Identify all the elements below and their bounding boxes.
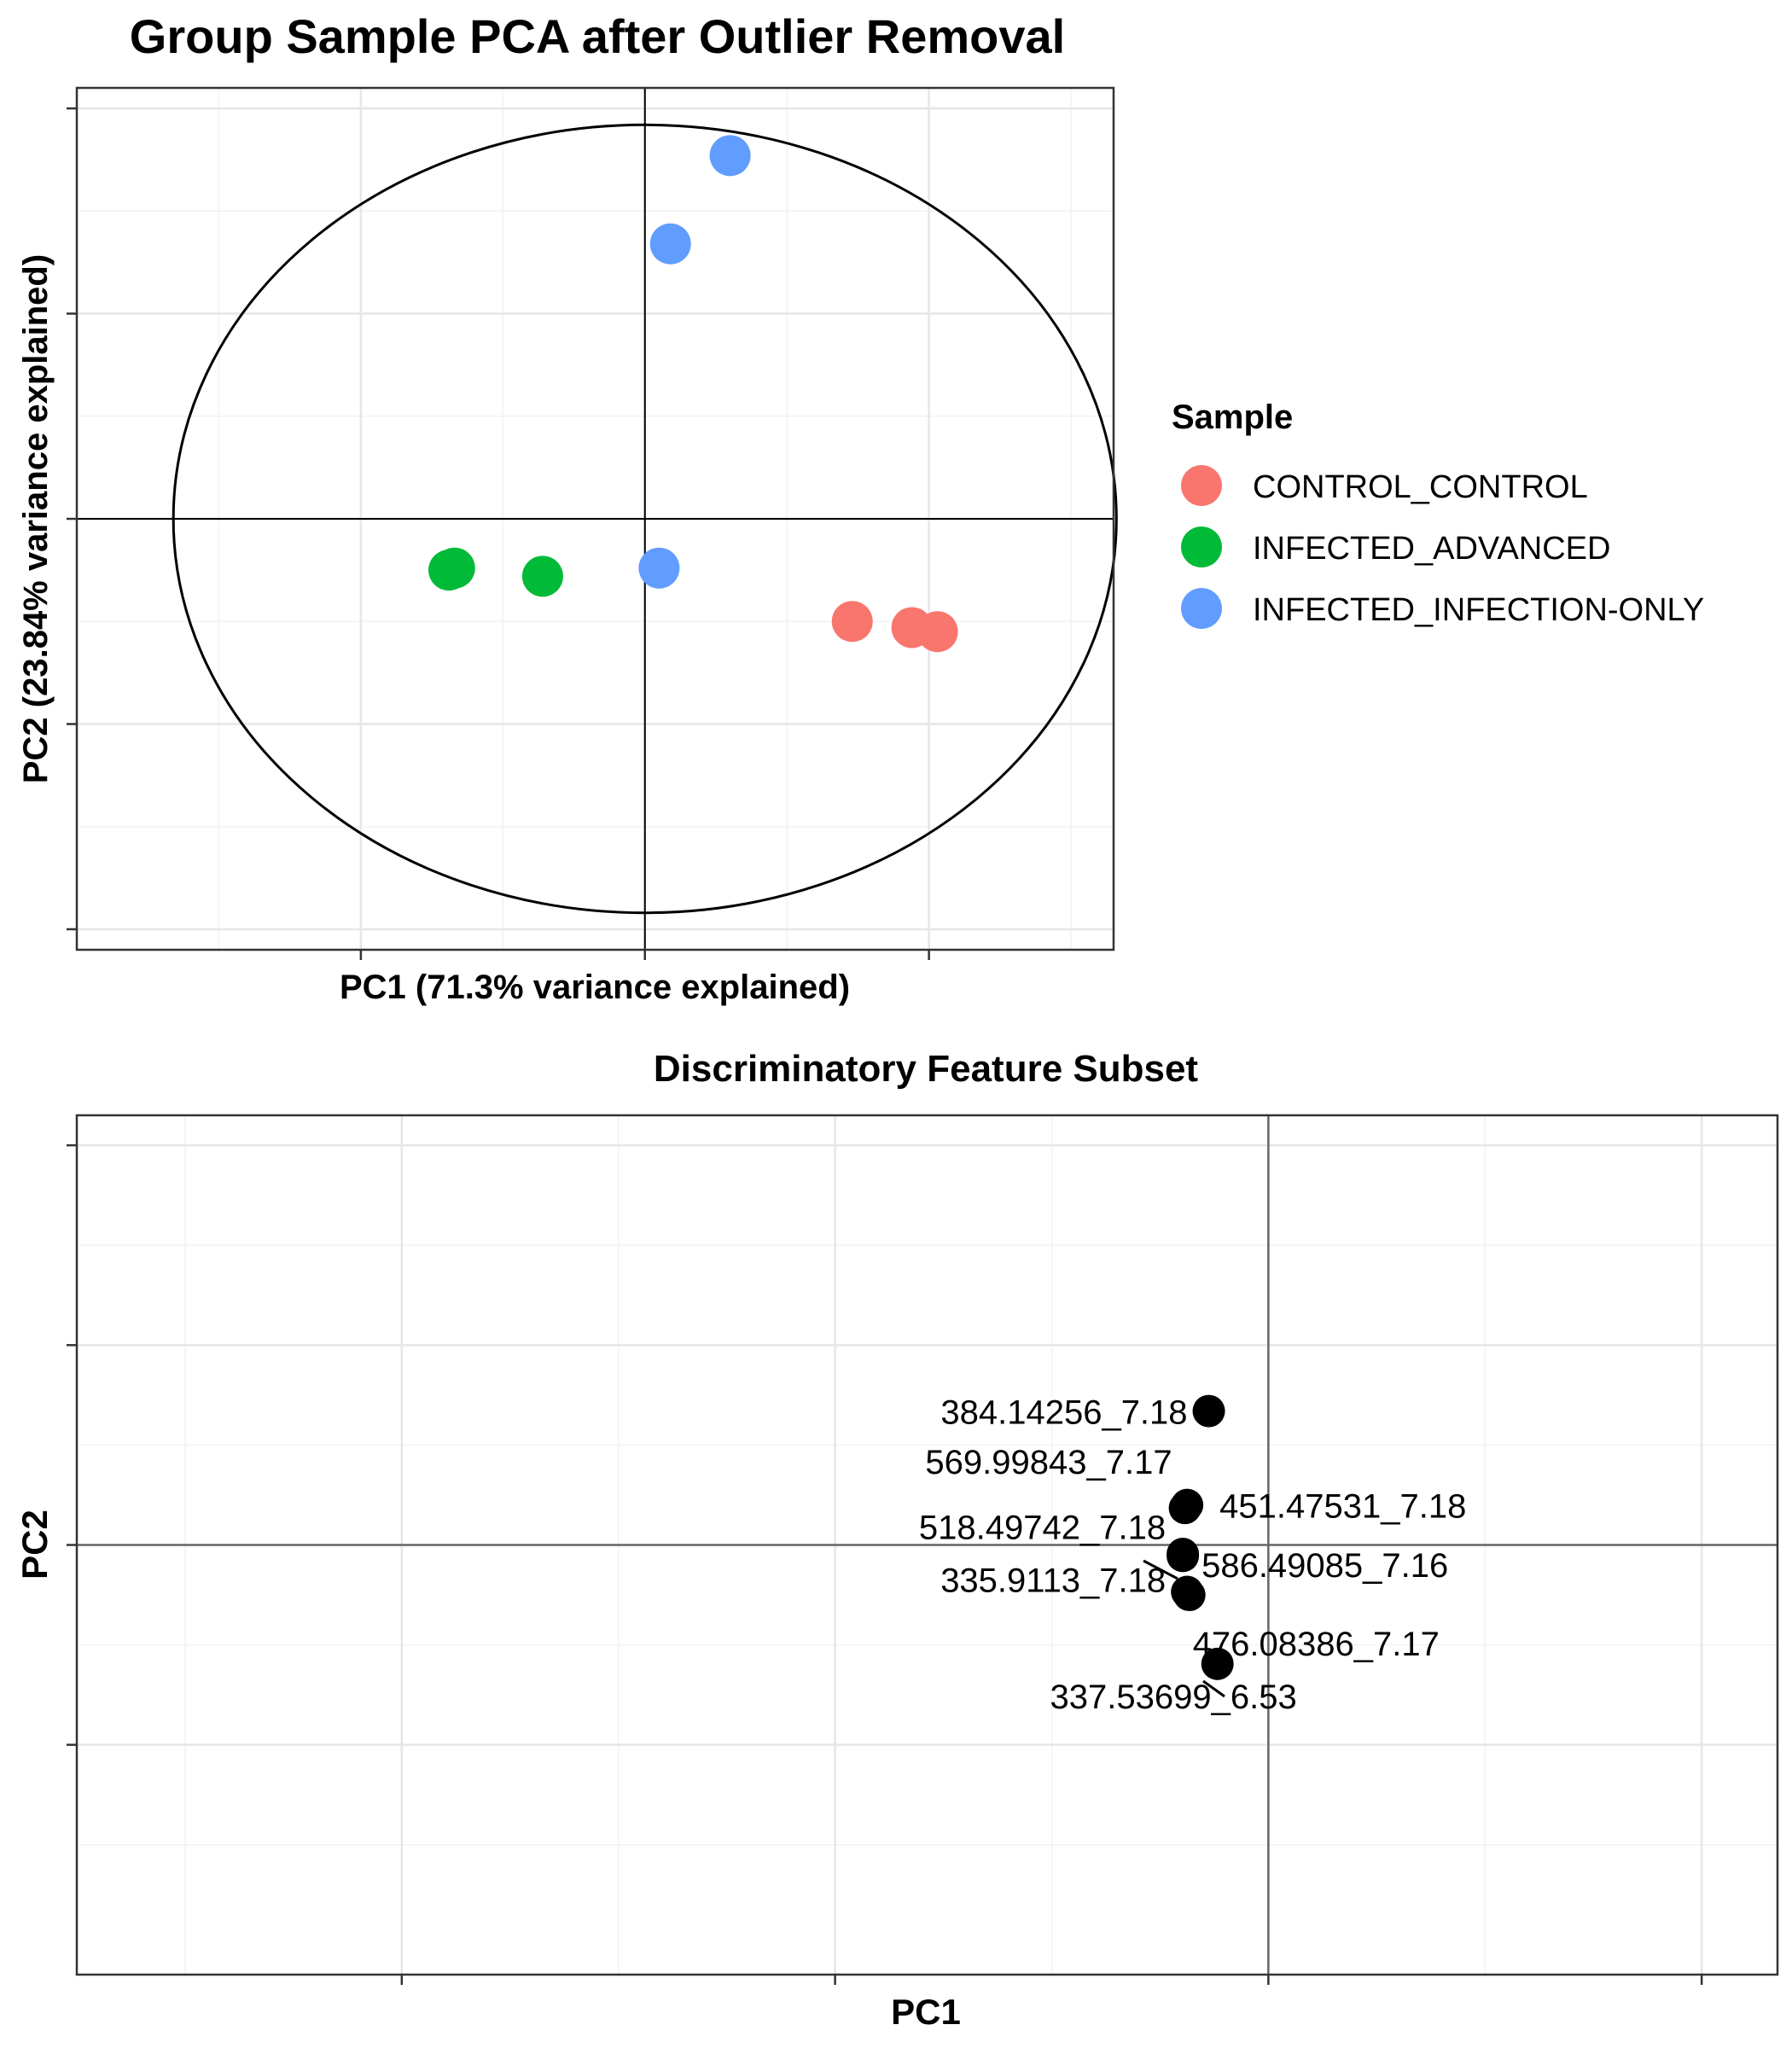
feature-label-518-49742-7-18: 518.49742_7.18 <box>919 1509 1166 1546</box>
legend-entry-infected-advanced: INFECTED_ADVANCED <box>1181 527 1610 567</box>
feature-point-569-99843-7-17 <box>1168 1492 1201 1525</box>
top-reference-lines <box>77 88 1114 950</box>
feature-label-451-47531-7-18: 451.47531_7.18 <box>1219 1488 1466 1526</box>
feature-label-476-08386-7-17: 476.08386_7.17 <box>1193 1626 1440 1663</box>
top-x-axis-label: PC1 (71.3% variance explained) <box>340 969 850 1006</box>
bottom-x-axis-label: PC1 <box>891 1992 961 2032</box>
bottom-axis-ticks <box>67 1143 1703 1985</box>
legend-key-infected-infection-only <box>1181 588 1222 629</box>
bottom-y-axis-label: PC2 <box>15 1510 55 1580</box>
leader-476-08386 <box>1202 1679 1225 1698</box>
feature-label-586-49085-7-16: 586.49085_7.16 <box>1201 1547 1448 1585</box>
leader-569-99843 <box>1143 1559 1178 1580</box>
point-infected-advanced <box>521 556 563 597</box>
point-infected-infection-only <box>649 223 691 265</box>
bottom-data-points <box>1167 1394 1234 1680</box>
feature-label-384-14256-7-18: 384.14256_7.18 <box>940 1394 1187 1432</box>
point-infected-infection-only <box>709 135 751 177</box>
pca-group-panel: Group Sample PCA after Outlier Removal P… <box>17 9 1704 1006</box>
legend-entry-infected-infection-only: INFECTED_INFECTION-ONLY <box>1181 588 1704 629</box>
bottom-point-labels: 384.14256_7.18 451.47531_7.18 569.99843_7.… <box>919 1394 1466 1716</box>
legend-label-control-control: CONTROL_CONTROL <box>1253 469 1588 505</box>
feature-subset-panel: Discriminatory Feature Subset 384.14256_… <box>15 1048 1779 2032</box>
bottom-label-leader-lines <box>1143 1559 1225 1698</box>
feature-label-337-53699-6-53: 337.53699_6.53 <box>1050 1679 1297 1716</box>
bottom-reference-lines <box>77 1115 1777 1975</box>
legend-title: Sample <box>1172 399 1293 436</box>
top-y-axis-label: PC2 (23.84% variance explained) <box>17 254 55 783</box>
legend-label-infected-infection-only: INFECTED_INFECTION-ONLY <box>1253 592 1704 628</box>
top-chart-title: Group Sample PCA after Outlier Removal <box>130 9 1065 63</box>
legend-entry-control-control: CONTROL_CONTROL <box>1181 465 1588 506</box>
top-axis-ticks <box>67 107 930 960</box>
feature-point-384-14256-7-18 <box>1192 1394 1225 1428</box>
legend-key-control-control <box>1181 465 1222 506</box>
feature-label-569-99843-7-17: 569.99843_7.17 <box>925 1444 1172 1481</box>
point-infected-advanced <box>433 547 475 589</box>
feature-label-335-9113-7-18: 335.9113_7.18 <box>940 1562 1166 1600</box>
feature-point-518-49742-7-18 <box>1167 1539 1200 1573</box>
point-control-control <box>916 611 958 653</box>
point-infected-infection-only <box>638 547 680 589</box>
feature-point-476-08386-7-17 <box>1172 1579 1206 1612</box>
legend-label-infected-advanced: INFECTED_ADVANCED <box>1253 531 1610 567</box>
top-data-points <box>428 135 958 653</box>
point-control-control <box>831 601 873 643</box>
feature-point-337-53699-6-53 <box>1201 1647 1234 1680</box>
legend-key-infected-advanced <box>1181 527 1222 567</box>
legend: Sample CONTROL_CONTROL INFECTED_ADVANCED… <box>1172 399 1704 629</box>
bottom-chart-title: Discriminatory Feature Subset <box>654 1048 1199 1090</box>
